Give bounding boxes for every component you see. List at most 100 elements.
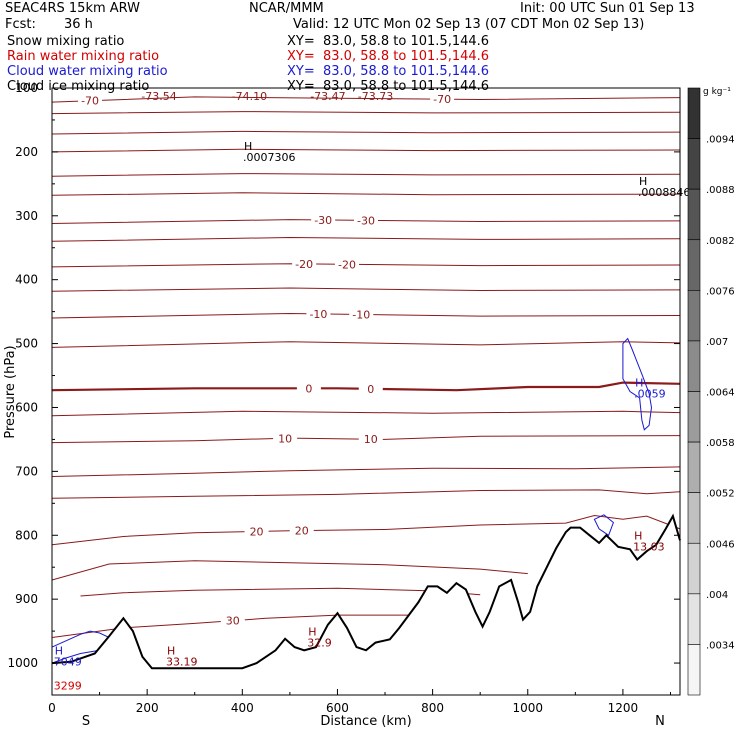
colorbar-level-label: .0088 xyxy=(706,185,735,196)
contour-label: -20 xyxy=(338,258,356,271)
x-tick-label: 1200 xyxy=(608,701,639,715)
y-tick-label: 800 xyxy=(15,528,38,542)
extremum-value: .0008846 xyxy=(638,186,691,199)
contour-label-background xyxy=(273,432,298,445)
temperature-contour-line xyxy=(51,312,681,319)
x-end-label-right: N xyxy=(655,714,665,729)
temperature-contour-line xyxy=(51,514,681,546)
extremum-marker: H xyxy=(167,645,175,658)
colorbar-level-label: .0064 xyxy=(706,388,735,399)
cloud-water-contour-line xyxy=(593,514,614,537)
extremum-marker: H xyxy=(308,625,316,638)
x-tick-label: 400 xyxy=(231,701,254,715)
temperature-contour-line xyxy=(51,489,681,499)
colorbar-level-label: .0076 xyxy=(706,286,735,297)
y-tick-label: 900 xyxy=(15,592,38,606)
contour-label: -30 xyxy=(314,214,332,227)
colorbar-level-label: .0052 xyxy=(706,489,735,500)
temperature-contour-line xyxy=(51,192,681,196)
temperature-contour-line xyxy=(51,466,681,477)
extremum-value: 13.03 xyxy=(633,541,665,554)
colorbar-swatch xyxy=(687,290,701,342)
contour-label-background xyxy=(430,93,455,106)
y-tick-label: 1000 xyxy=(7,656,38,670)
field-cloudwater-xy: XY= 83.0, 58.8 to 101.5,144.6 xyxy=(287,64,490,79)
plot-frame xyxy=(51,87,681,696)
colorbar-swatch xyxy=(687,492,701,544)
colorbar-swatch xyxy=(687,87,701,139)
field-rain-xy: XY= 83.0, 58.8 to 101.5,144.6 xyxy=(287,49,490,64)
temperature-contour-line xyxy=(51,560,528,581)
contour-label-background xyxy=(358,382,383,395)
extremum-marker: H xyxy=(244,140,252,153)
y-tick-label: 300 xyxy=(15,209,38,223)
contour-label: 10 xyxy=(278,432,292,445)
y-tick-label: 200 xyxy=(15,145,38,159)
colorbar-level-label: .004 xyxy=(706,590,728,601)
contour-label-background xyxy=(292,257,317,270)
extremum-marker: H xyxy=(55,645,63,658)
extremum-marker: H xyxy=(634,530,642,543)
contour-label: -30 xyxy=(357,214,375,227)
temperature-contour-line xyxy=(51,410,681,417)
extremum-value: 33.19 xyxy=(166,656,198,669)
extremum-value: 7049 xyxy=(54,656,82,669)
temperature-contour-line xyxy=(51,236,681,242)
y-tick-label: 500 xyxy=(15,337,38,351)
terrain xyxy=(51,513,681,695)
top-value-label: -73.54 xyxy=(141,90,176,103)
colorbar: .0094 .0088 .0082 .0076 .007 .0064 .0058 .0052.… xyxy=(687,87,735,696)
colorbar-swatch xyxy=(687,391,701,443)
temperature-contour-line xyxy=(80,587,481,597)
terrain-fill xyxy=(52,516,680,695)
temperature-contour-line xyxy=(51,381,681,392)
contour-label-background xyxy=(306,307,331,320)
contour-label: 0 xyxy=(305,382,312,395)
temperature-contour-line xyxy=(51,341,681,348)
contour-label-background xyxy=(220,614,245,627)
contour-label: 20 xyxy=(250,525,264,538)
field-cloudice-xy: XY= 83.0, 58.8 to 101.5,144.6 xyxy=(287,79,490,94)
terrain-line xyxy=(51,513,681,670)
y-tick-label: 100 xyxy=(15,81,38,95)
contour-label: -70 xyxy=(81,95,99,108)
x-tick-label: 0 xyxy=(48,701,56,715)
extremum-value: .0059 xyxy=(634,387,666,400)
extremum-value: .0007306 xyxy=(243,151,296,164)
colorbar-swatch xyxy=(687,138,701,190)
run-title: SEAC4RS 15km ARW xyxy=(5,1,141,16)
cloud-water-contour-line xyxy=(622,337,653,431)
contour-label: 20 xyxy=(295,525,309,538)
valid-time: Valid: 12 UTC Mon 02 Sep 13 (07 CDT Mon … xyxy=(293,17,645,32)
colorbar-swatch xyxy=(687,340,701,392)
contour-label: 30 xyxy=(226,615,240,628)
x-tick-label: 800 xyxy=(421,701,444,715)
contour-label: -10 xyxy=(352,309,370,322)
contour-label-background xyxy=(311,213,336,226)
extremum-value: 3299 xyxy=(54,679,82,692)
forecast-hours: 36 h xyxy=(64,17,93,32)
y-tick-label: 700 xyxy=(15,464,38,478)
field-snow-xy: XY= 83.0, 58.8 to 101.5,144.6 xyxy=(287,34,490,49)
contour-label-background xyxy=(354,214,378,227)
field-cloudwater-name: Cloud water mixing ratio xyxy=(7,64,168,79)
y-axis-label: Pressure (hPa) xyxy=(3,345,18,438)
colorbar-level-label: .0094 xyxy=(706,135,735,146)
temperature-contour-line xyxy=(51,111,681,115)
contour-label-background xyxy=(334,258,359,271)
temperature-contour-line xyxy=(51,96,681,103)
contour-label: -20 xyxy=(295,258,313,271)
x-tick-label: 600 xyxy=(326,701,349,715)
temperature-contour-line xyxy=(51,173,681,177)
contour-label-background xyxy=(289,524,314,537)
temperature-contour-line xyxy=(51,130,681,135)
colorbar-swatch xyxy=(687,542,701,595)
temperature-contour-line xyxy=(51,435,681,444)
extremum-marker: H xyxy=(635,376,643,389)
colorbar-swatch xyxy=(687,188,701,241)
y-tick-label: 600 xyxy=(15,400,38,414)
top-value-label: -73.47 xyxy=(310,90,345,103)
colorbar-level-label: .0082 xyxy=(706,236,735,247)
